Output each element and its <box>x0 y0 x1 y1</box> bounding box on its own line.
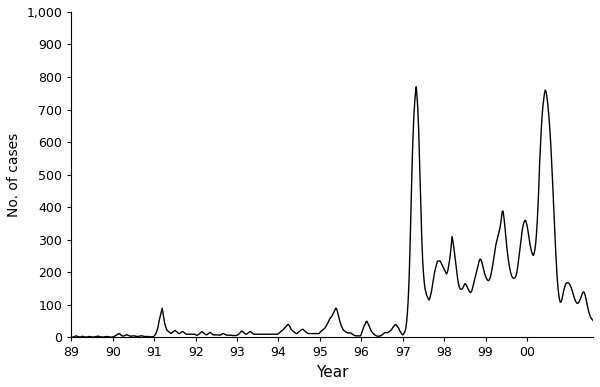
X-axis label: Year: Year <box>316 365 349 380</box>
Y-axis label: No. of cases: No. of cases <box>7 133 21 217</box>
